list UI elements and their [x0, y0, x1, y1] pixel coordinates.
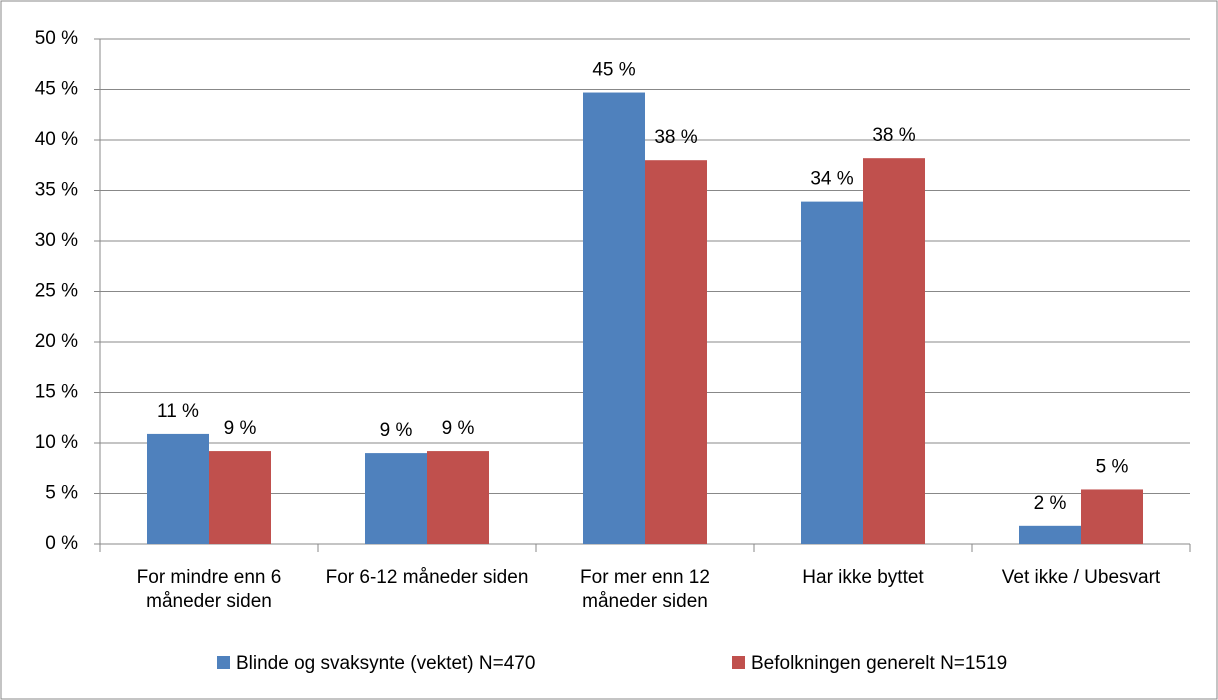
- y-tick-label: 50 %: [35, 28, 78, 49]
- legend-label: Blinde og svaksynte (vektet) N=470: [236, 653, 535, 674]
- x-tick-label: For mindre enn 6 måneder siden: [136, 567, 282, 612]
- y-tick-label: 30 %: [35, 230, 78, 251]
- bar: [583, 92, 645, 544]
- value-label: 2 %: [1034, 493, 1067, 514]
- bar: [1081, 489, 1143, 544]
- value-label: 38 %: [654, 127, 697, 148]
- bar: [1019, 525, 1081, 544]
- x-tick-label: Har ikke byttet: [802, 567, 924, 588]
- bar: [147, 433, 209, 544]
- y-tick-label: 25 %: [35, 281, 78, 302]
- bar: [209, 451, 271, 544]
- y-tick-label: 5 %: [45, 483, 78, 504]
- legend-swatch: [732, 656, 745, 669]
- y-tick-label: 45 %: [35, 79, 78, 100]
- x-tick-label: Vet ikke / Ubesvart: [1001, 567, 1161, 588]
- y-tick-label: 15 %: [35, 382, 78, 403]
- value-label: 11 %: [157, 401, 199, 422]
- bar: [645, 160, 707, 544]
- value-label: 38 %: [872, 125, 915, 146]
- y-tick-label: 0 %: [45, 533, 78, 554]
- legend-label: Befolkningen generelt N=1519: [751, 653, 1007, 674]
- bar: [801, 201, 863, 545]
- y-tick-label: 35 %: [35, 180, 78, 201]
- y-tick-label: 10 %: [35, 432, 78, 453]
- value-label: 34 %: [810, 169, 853, 190]
- bar: [365, 453, 427, 544]
- legend-swatch: [217, 656, 230, 669]
- y-tick-label: 20 %: [35, 331, 78, 352]
- value-label: 9 %: [380, 420, 413, 441]
- value-label: 9 %: [442, 418, 475, 439]
- value-label: 9 %: [224, 418, 257, 439]
- x-tick-label: For mer enn 12 måneder siden: [580, 567, 710, 612]
- bar: [427, 451, 489, 544]
- value-label: 5 %: [1096, 456, 1129, 477]
- value-label: 45 %: [592, 60, 635, 81]
- bar: [863, 158, 925, 544]
- x-tick-label: For 6-12 måneder siden: [325, 567, 529, 588]
- y-tick-label: 40 %: [35, 129, 78, 150]
